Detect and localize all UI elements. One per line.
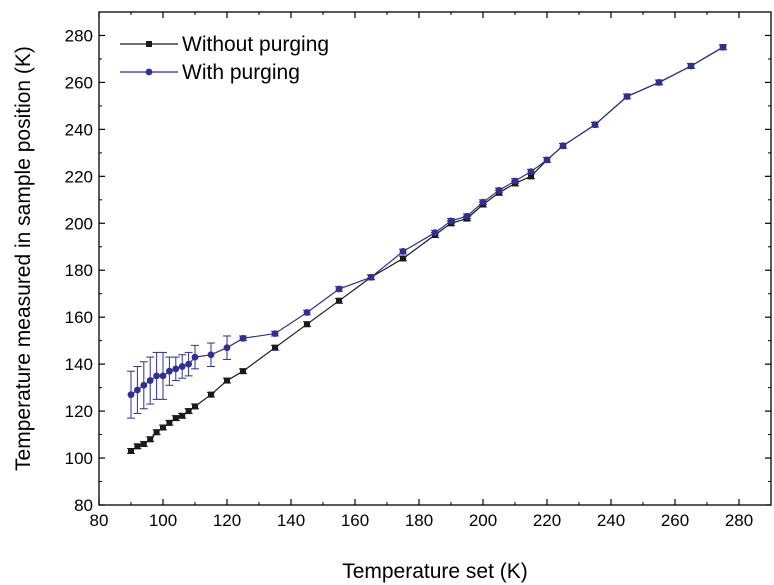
data-point-with-purging [527, 168, 535, 176]
data-point-with-purging [134, 386, 141, 394]
legend-label-without-purging: Without purging [182, 33, 329, 56]
y-tick-label: 200 [65, 214, 93, 233]
y-tick-label: 140 [65, 355, 93, 374]
data-point-without-purging [179, 412, 186, 419]
data-point-with-purging [687, 62, 695, 70]
data-point-with-purging [185, 360, 193, 368]
data-point-with-purging [463, 212, 471, 220]
x-tick-label: 260 [661, 511, 689, 530]
data-point-with-purging [153, 372, 161, 380]
data-point-without-purging [172, 415, 179, 422]
data-point-without-purging [153, 429, 160, 436]
data-point-with-purging [223, 344, 231, 352]
data-point-with-purging [335, 285, 343, 293]
data-point-without-purging [272, 344, 278, 351]
data-point-with-purging [159, 372, 167, 380]
y-tick-label: 220 [65, 167, 93, 186]
data-point-with-purging [207, 351, 215, 359]
data-point-with-purging [431, 229, 439, 237]
y-axis-title: Temperature measured in sample position … [12, 46, 35, 471]
data-point-without-purging [400, 255, 406, 262]
data-point-without-purging [528, 173, 534, 180]
data-point-without-purging [304, 321, 310, 328]
x-tick-label: 180 [405, 511, 433, 530]
data-point-without-purging [128, 448, 134, 455]
data-point-with-purging [479, 198, 487, 206]
y-tick-label: 180 [65, 261, 93, 280]
data-point-with-purging [178, 363, 186, 370]
data-point-with-purging [239, 334, 247, 342]
data-point-without-purging [134, 443, 141, 450]
data-point-with-purging [495, 187, 503, 194]
data-point-without-purging [166, 419, 173, 426]
data-point-with-purging [367, 273, 375, 281]
data-point-with-purging [719, 43, 727, 51]
data-point-without-purging [192, 403, 198, 410]
y-tick-label: 100 [65, 449, 93, 468]
data-point-with-purging [140, 381, 148, 389]
axes [98, 11, 772, 506]
data-point-with-purging [511, 177, 519, 185]
data-point-without-purging [240, 368, 246, 375]
data-point-with-purging [127, 391, 135, 399]
data-point-without-purging [208, 391, 214, 398]
data-point-with-purging [399, 248, 407, 255]
legend: Without purging With purging [120, 33, 329, 84]
data-point-with-purging [271, 330, 279, 338]
legend-marker-without-purging [146, 41, 152, 47]
data-point-with-purging [655, 79, 663, 86]
plot-frame [98, 11, 772, 506]
data-point-with-purging [191, 353, 199, 361]
series-with-purging [127, 43, 727, 419]
tick-marks [98, 12, 771, 506]
tick-labels: 80 100 120 140 160 180 200 220 240 260 280 80 100 120… [65, 26, 754, 530]
x-tick-label: 200 [469, 511, 497, 530]
series-layer [127, 43, 727, 455]
y-tick-label: 160 [65, 308, 93, 327]
data-point-with-purging [559, 142, 567, 150]
legend-label-with-purging: With purging [182, 61, 300, 84]
x-tick-label: 120 [213, 511, 241, 530]
data-point-with-purging [166, 367, 173, 375]
data-point-without-purging [140, 440, 147, 447]
data-point-without-purging [160, 424, 166, 431]
x-tick-label: 140 [277, 511, 305, 530]
y-tick-label: 280 [65, 26, 93, 45]
data-point-with-purging [543, 156, 551, 164]
x-tick-label: 160 [341, 511, 369, 530]
legend-marker-with-purging [145, 68, 153, 76]
y-tick-label: 260 [65, 73, 93, 92]
data-point-without-purging [336, 297, 342, 304]
y-tick-label: 80 [74, 496, 93, 515]
x-tick-label: 240 [597, 511, 625, 530]
x-axis-title: Temperature set (K) [342, 560, 528, 583]
data-point-with-purging [591, 121, 599, 129]
x-tick-label: 100 [149, 511, 177, 530]
data-point-with-purging [623, 93, 631, 100]
x-tick-label: 80 [90, 511, 109, 530]
x-tick-label: 220 [533, 511, 561, 530]
data-point-with-purging [172, 365, 180, 373]
data-point-without-purging [224, 377, 230, 384]
data-point-with-purging [303, 309, 311, 316]
data-point-with-purging [447, 217, 455, 225]
y-tick-label: 240 [65, 120, 93, 139]
y-tick-label: 120 [65, 402, 93, 421]
data-point-without-purging [147, 436, 154, 443]
data-point-without-purging [185, 408, 192, 415]
data-point-with-purging [146, 377, 154, 384]
x-tick-label: 280 [725, 511, 753, 530]
